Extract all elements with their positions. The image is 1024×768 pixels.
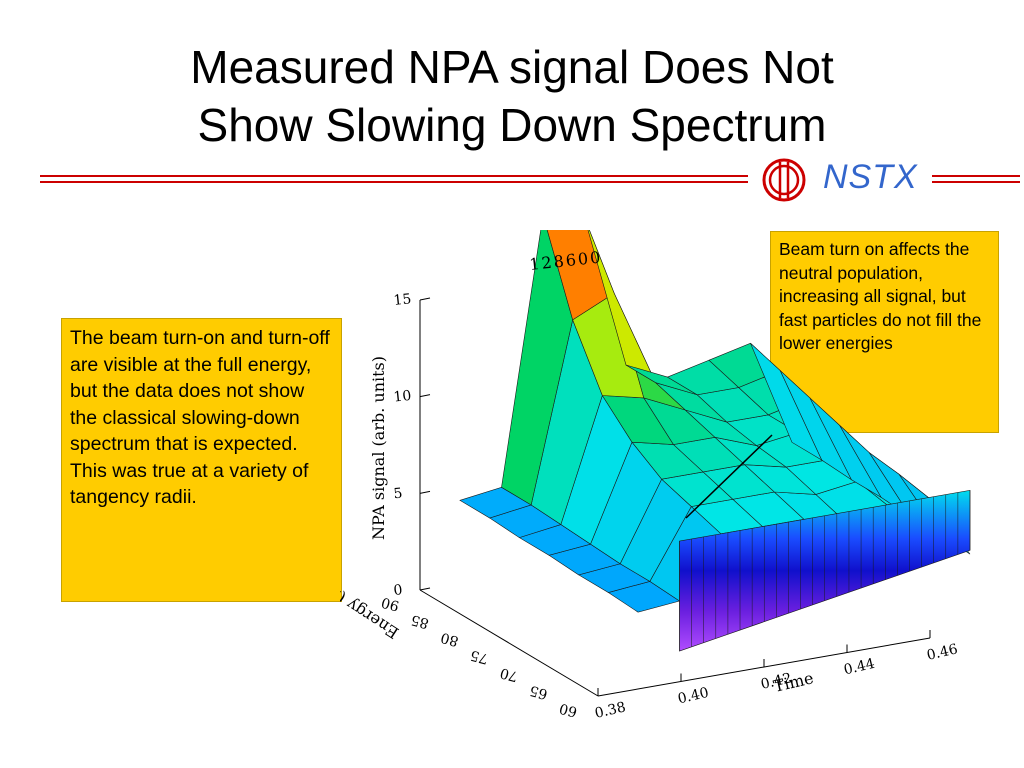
- header-rule-left-top: [40, 175, 748, 177]
- axis-ticks: 0 5 10 15 90 85 80 75 70 65 60 0.38 0.40 0.42 0.44 0.46: [380, 291, 960, 722]
- energy-tick-label: 75: [469, 647, 490, 667]
- slide-title: Measured NPA signal Does Not Show Slowin…: [40, 38, 984, 154]
- surface-cell: [750, 343, 823, 461]
- header-rule-right-bottom: [932, 181, 1020, 183]
- npa-surface-chart: 0 5 10 15 90 85 80 75 70 65 60 0.38 0.40 0.42 0.44 0.46…: [340, 230, 971, 722]
- z-tick-label: 15: [393, 291, 412, 309]
- z-axis-label: NPA signal (arb. units): [369, 356, 388, 540]
- title-line-1: Measured NPA signal Does Not: [190, 41, 834, 93]
- z-tick-mark: [419, 587, 431, 591]
- annotation-arrow: [685, 434, 773, 519]
- time-tick-label: 0.38: [593, 699, 627, 722]
- energy-tick-label: 80: [439, 629, 460, 649]
- energy-axis-line: [419, 589, 599, 697]
- header-rule-left-bottom: [40, 181, 748, 183]
- front-curtain: [679, 489, 971, 652]
- logo-text: NSTX: [823, 158, 918, 196]
- z-tick-label: 0: [393, 582, 404, 599]
- nstx-logo-icon: [762, 158, 806, 202]
- z-tick-mark: [419, 394, 431, 398]
- title-line-2: Show Slowing Down Spectrum: [197, 99, 827, 151]
- energy-tick-label: 70: [498, 664, 519, 684]
- time-tick-label: 0.40: [676, 685, 710, 708]
- energy-tick-label: 65: [528, 682, 549, 702]
- surface-mesh: [459, 230, 971, 613]
- energy-tick-label: 60: [558, 700, 579, 720]
- z-tick-mark: [419, 297, 431, 301]
- energy-tick-label: 90: [380, 594, 401, 614]
- z-tick-mark: [419, 490, 431, 494]
- header-rule-right-top: [932, 175, 1020, 177]
- time-tick-label: 0.46: [925, 641, 959, 664]
- z-tick-label: 10: [393, 388, 412, 406]
- time-tick-label: 0.44: [842, 656, 876, 679]
- z-tick-label: 5: [393, 485, 404, 502]
- energy-tick-label: 85: [409, 611, 430, 631]
- time-tick-label: 0.42: [759, 670, 793, 693]
- left-annotation-box: The beam turn-on and turn-off are visibl…: [61, 318, 342, 602]
